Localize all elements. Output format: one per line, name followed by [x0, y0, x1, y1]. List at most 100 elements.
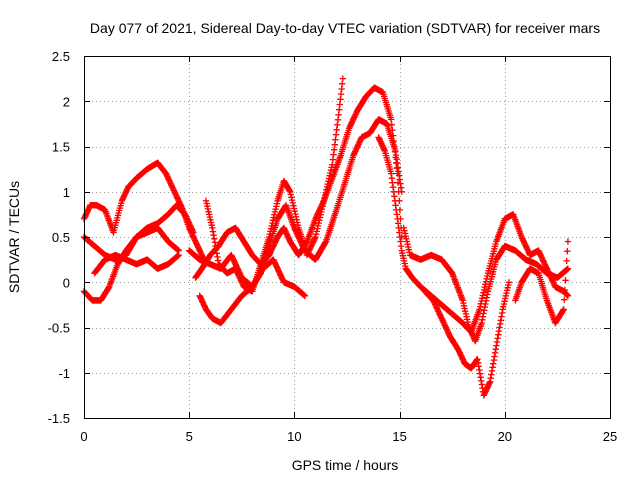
series-track-3: [80, 224, 182, 263]
data-point: [478, 295, 486, 302]
data-point: [168, 181, 175, 188]
data-point: [312, 233, 319, 241]
data-point: [350, 115, 357, 122]
y-tick-label: 1: [63, 185, 70, 200]
series-track-12: [512, 238, 572, 327]
data-point: [486, 380, 493, 387]
y-tick-label: 1.5: [52, 140, 70, 155]
data-point: [560, 306, 567, 313]
data-point: [292, 213, 300, 220]
data-point: [476, 366, 483, 374]
data-point: [521, 239, 528, 246]
data-point: [519, 236, 527, 243]
data-point: [564, 248, 571, 255]
data-point: [474, 356, 481, 363]
data-point: [290, 202, 297, 209]
data-point: [355, 139, 363, 147]
data-point: [482, 300, 489, 308]
data-point: [491, 349, 499, 356]
series-track-10: [400, 224, 572, 345]
data-point: [339, 75, 346, 82]
data-point: [395, 168, 402, 175]
data-point: [310, 236, 318, 243]
data-point: [325, 175, 333, 182]
data-point: [496, 324, 503, 331]
y-tick-label: 2: [63, 94, 70, 109]
data-point: [272, 238, 279, 245]
data-point: [212, 246, 220, 253]
data-point: [190, 229, 197, 236]
x-tick-label: 10: [287, 429, 301, 444]
series-track-9: [375, 134, 572, 336]
y-tick-label: -1.5: [48, 411, 70, 426]
data-point: [173, 192, 180, 200]
data-point: [321, 194, 328, 202]
data-point: [353, 145, 360, 152]
data-point: [432, 301, 439, 308]
data-point: [309, 240, 316, 248]
tick-layer: 0 5 10 15 20 25 -1.5 -1 -0.5 0 0.5 1 1.5 2 2.5: [48, 49, 618, 444]
data-point: [484, 272, 491, 280]
data-point: [174, 195, 181, 202]
data-point: [320, 200, 327, 207]
data-point: [175, 198, 183, 205]
data-point: [539, 255, 546, 263]
data-point: [518, 233, 525, 241]
data-point: [191, 237, 199, 244]
data-point: [323, 186, 330, 193]
data-point: [313, 212, 320, 220]
data-point: [294, 219, 301, 226]
series-track-8: [186, 247, 309, 299]
data-point: [505, 279, 513, 286]
data-point: [330, 151, 337, 158]
data-point: [169, 184, 176, 191]
y-tick-label: 0.5: [52, 230, 70, 245]
data-point: [318, 206, 326, 213]
series-track-5: [192, 84, 405, 281]
data-point: [328, 164, 335, 171]
data-point: [287, 191, 294, 198]
data-point: [347, 121, 355, 128]
data-point: [303, 251, 311, 259]
data-point: [193, 240, 200, 247]
chart-title: Day 077 of 2021, Sidereal Day-to-day VTE…: [90, 20, 600, 36]
data-point: [478, 377, 485, 385]
data-point: [388, 121, 395, 128]
x-tick-label: 20: [498, 429, 512, 444]
data-point: [163, 171, 170, 179]
data-point: [187, 223, 194, 231]
x-tick-label: 25: [603, 429, 617, 444]
data-point: [490, 360, 497, 367]
data-point: [480, 310, 487, 317]
data-point: [444, 327, 451, 335]
data-point: [312, 215, 319, 223]
series-track-4: [91, 251, 182, 277]
data-point: [523, 244, 530, 252]
data-point: [195, 245, 203, 252]
data-point: [175, 251, 182, 259]
data-point: [535, 248, 543, 256]
data-point: [334, 121, 341, 128]
data-point: [268, 246, 275, 253]
data-point: [433, 305, 441, 312]
data-point: [182, 212, 189, 219]
data-point: [398, 188, 405, 195]
data-point: [481, 389, 489, 396]
data-point: [273, 200, 281, 207]
data-point: [306, 246, 313, 253]
data-point: [316, 217, 323, 224]
data-point: [209, 224, 216, 232]
y-tick-label: 0: [63, 275, 70, 290]
data-point: [283, 231, 291, 238]
data-point: [397, 180, 404, 187]
data-point: [351, 149, 358, 156]
data-point: [267, 228, 274, 235]
data-point: [562, 277, 569, 284]
y-tick-label: -1: [58, 366, 70, 381]
data-point: [484, 291, 491, 298]
data-point: [271, 211, 278, 218]
data-point: [291, 208, 298, 215]
data-point: [197, 248, 204, 255]
x-axis-label: GPS time / hours: [292, 457, 399, 473]
data-point: [188, 226, 196, 233]
